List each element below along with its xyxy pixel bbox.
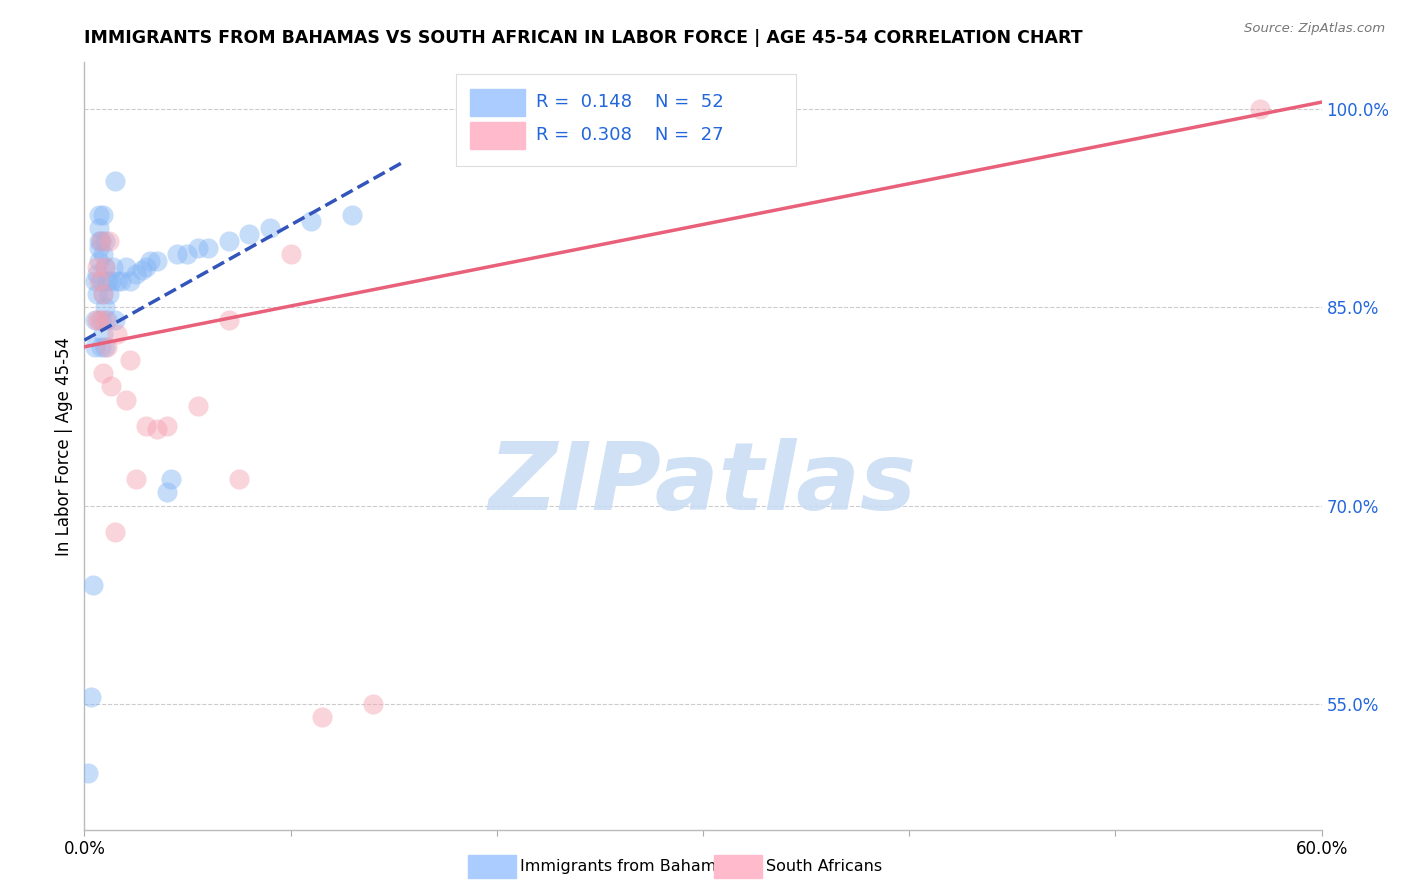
Point [90, 340, 112, 354]
Point [87, 220, 110, 235]
Point [280, 247, 302, 261]
Point [125, 267, 148, 281]
Point [91, 286, 114, 301]
Point [91, 326, 114, 341]
Point [86, 267, 108, 281]
Point [87, 208, 110, 222]
Point [342, 208, 364, 222]
Point [361, 697, 384, 711]
Point [118, 274, 141, 288]
Point [238, 227, 260, 242]
Point [86, 313, 108, 327]
Point [104, 524, 127, 539]
Point [96, 340, 118, 354]
Point [218, 234, 240, 248]
Point [176, 247, 198, 261]
Point [91, 247, 114, 261]
Point [90, 313, 112, 327]
Point [87, 234, 110, 248]
Point [156, 419, 179, 434]
Point [87, 313, 110, 327]
Text: ZIPatlas: ZIPatlas [489, 438, 917, 531]
FancyBboxPatch shape [471, 121, 524, 149]
Point [86, 286, 108, 301]
Point [145, 422, 167, 436]
Point [86, 260, 108, 275]
Point [187, 400, 209, 414]
Point [98, 234, 121, 248]
Point [87, 274, 110, 288]
Point [79, 690, 101, 705]
Point [104, 174, 127, 188]
Point [105, 326, 128, 341]
Point [156, 485, 179, 500]
Point [228, 472, 250, 486]
Point [187, 241, 209, 255]
Point [98, 286, 121, 301]
Text: Immigrants from Bahamas: Immigrants from Bahamas [520, 859, 735, 873]
Point [87, 241, 110, 255]
Point [139, 253, 162, 268]
Point [100, 379, 122, 393]
Point [114, 260, 136, 275]
Point [105, 274, 128, 288]
Point [166, 247, 188, 261]
Point [94, 260, 117, 275]
Point [90, 234, 112, 248]
Point [104, 313, 127, 327]
Point [87, 253, 110, 268]
Point [145, 253, 167, 268]
Point [259, 220, 281, 235]
Point [103, 260, 125, 275]
Point [91, 286, 114, 301]
Text: South Africans: South Africans [766, 859, 883, 873]
Text: Source: ZipAtlas.com: Source: ZipAtlas.com [1244, 22, 1385, 36]
Point [77, 765, 100, 780]
Point [135, 260, 157, 275]
Point [94, 313, 117, 327]
Point [197, 241, 219, 255]
Point [118, 353, 141, 368]
Point [131, 263, 153, 277]
Text: R =  0.148    N =  52: R = 0.148 N = 52 [536, 94, 724, 112]
Point [1249, 102, 1271, 116]
Point [83, 340, 105, 354]
Point [160, 472, 183, 486]
Point [91, 208, 114, 222]
Point [311, 710, 333, 724]
Point [94, 300, 117, 314]
Point [96, 313, 118, 327]
Point [100, 274, 122, 288]
Point [94, 260, 117, 275]
Text: IMMIGRANTS FROM BAHAMAS VS SOUTH AFRICAN IN LABOR FORCE | AGE 45-54 CORRELATION : IMMIGRANTS FROM BAHAMAS VS SOUTH AFRICAN… [84, 29, 1083, 47]
Point [90, 234, 112, 248]
FancyBboxPatch shape [471, 88, 524, 116]
Point [299, 214, 322, 228]
Point [114, 392, 136, 407]
Point [218, 313, 240, 327]
Point [96, 274, 118, 288]
Point [135, 419, 157, 434]
Point [83, 274, 105, 288]
Point [91, 366, 114, 380]
Point [94, 234, 117, 248]
Text: R =  0.308    N =  27: R = 0.308 N = 27 [536, 127, 724, 145]
Point [90, 274, 112, 288]
Point [82, 578, 104, 592]
Point [110, 274, 132, 288]
Point [125, 472, 148, 486]
Y-axis label: In Labor Force | Age 45-54: In Labor Force | Age 45-54 [55, 336, 73, 556]
Point [83, 313, 105, 327]
Point [94, 340, 117, 354]
FancyBboxPatch shape [456, 74, 796, 166]
